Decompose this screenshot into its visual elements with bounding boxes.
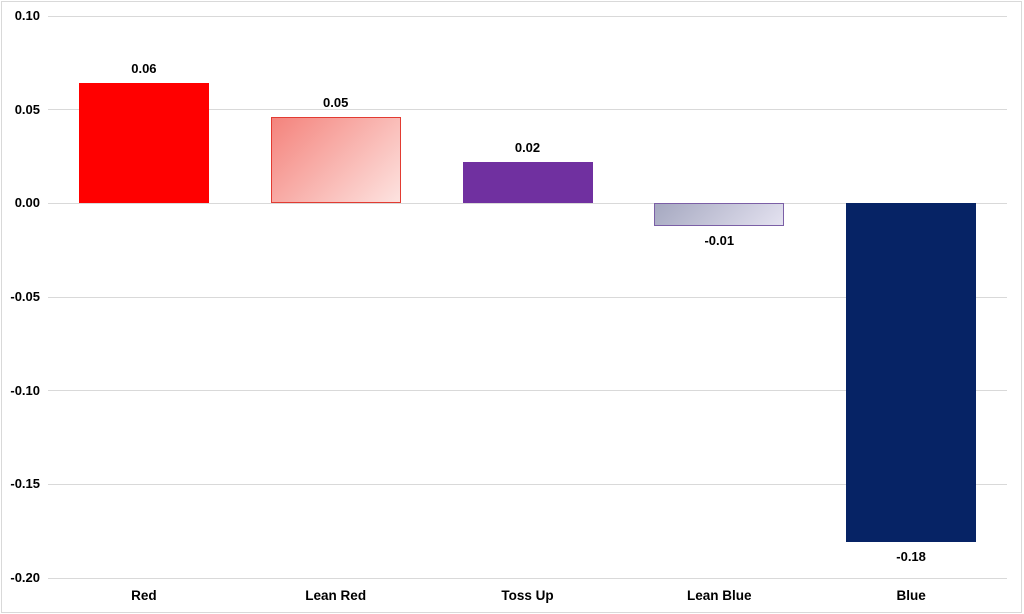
y-axis-tick-label: -0.10 <box>10 382 40 398</box>
gridline <box>48 296 1007 298</box>
x-axis-category-label: Toss Up <box>501 588 554 603</box>
gridline <box>48 577 1007 579</box>
y-axis-tick-label: -0.05 <box>10 289 40 304</box>
gridline <box>48 390 1007 392</box>
gridline <box>48 15 1007 17</box>
bar-value-label: -0.01 <box>704 232 735 248</box>
bar-red <box>78 83 209 204</box>
y-axis-tick-label: 0.05 <box>14 101 40 117</box>
y-axis-tick-label: -0.15 <box>10 476 40 492</box>
y-axis-tick-label: -0.20 <box>10 570 40 585</box>
y-axis-tick-label: 0.10 <box>14 8 40 23</box>
bar-value-label: 0.06 <box>131 61 157 77</box>
gridline <box>48 483 1007 485</box>
x-axis-category-label: Blue <box>896 588 926 603</box>
bar-value-label: 0.05 <box>323 95 349 111</box>
bar-value-label: 0.02 <box>514 140 541 156</box>
bar-value-label: -0.18 <box>896 549 926 565</box>
x-axis-category-label: Red <box>131 588 157 603</box>
bar-toss-up <box>462 162 593 204</box>
gridline <box>48 109 1007 111</box>
x-axis-category-label: Lean Blue <box>687 588 752 603</box>
gridline <box>48 202 1007 204</box>
bar-lean-red <box>270 117 401 204</box>
y-axis-tick-label: 0.00 <box>14 195 40 211</box>
bar-blue <box>846 203 977 543</box>
x-axis-category-label: Lean Red <box>305 588 367 603</box>
bar-lean-blue <box>654 203 785 226</box>
